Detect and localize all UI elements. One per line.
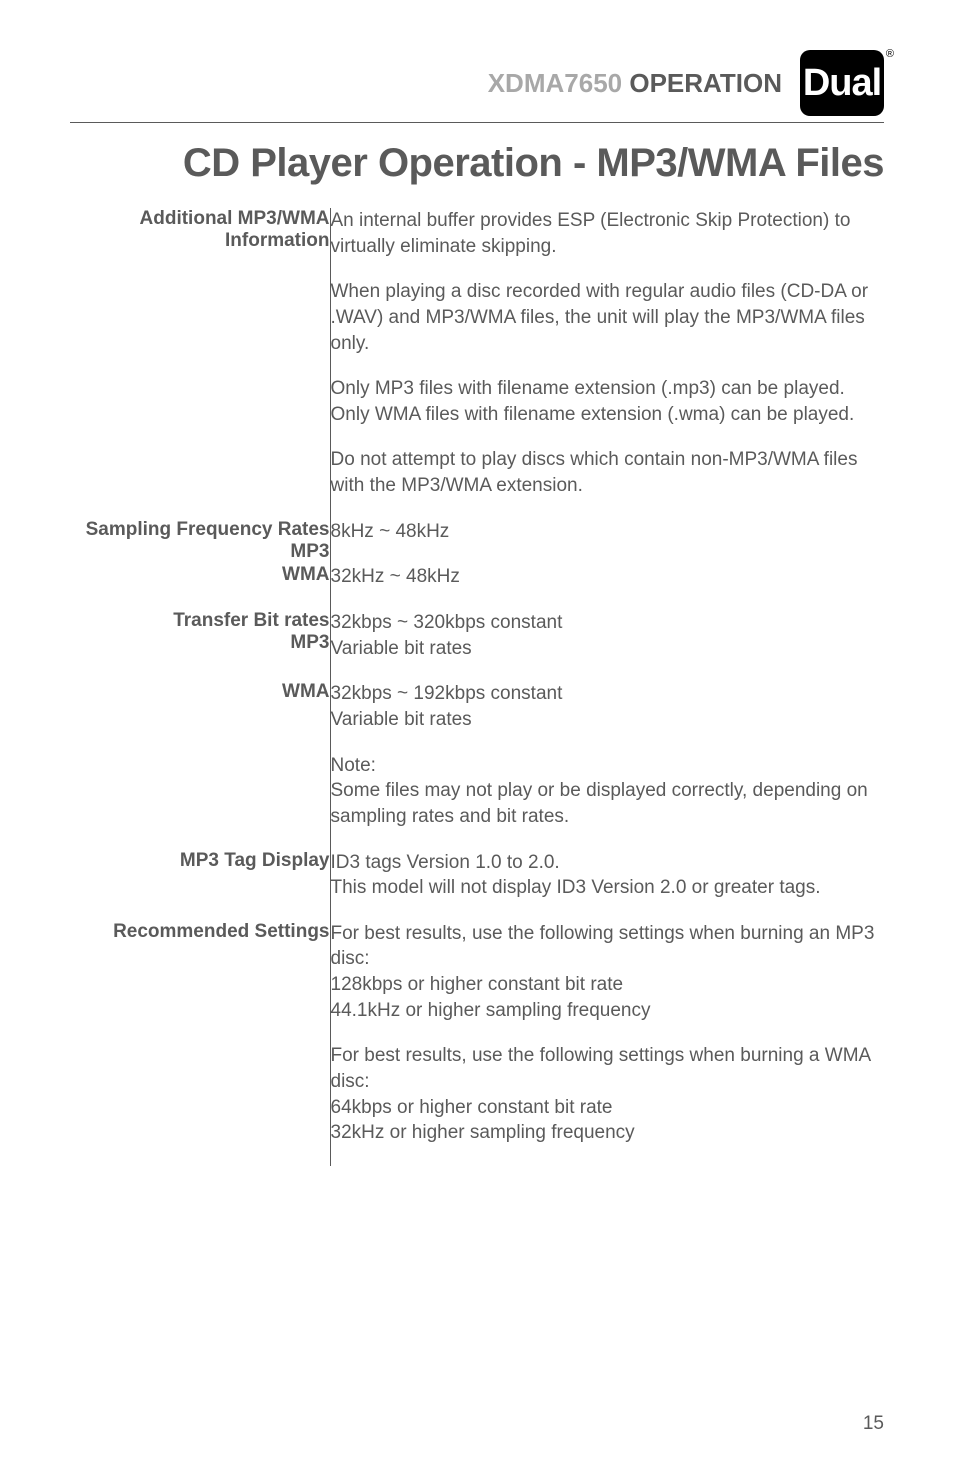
table-row: WMA32kbps ~ 192kbps constantVariable bit… [70, 681, 884, 849]
table-row: Recommended SettingsFor best results, us… [70, 921, 884, 1166]
row-label-line: MP3 Tag Display [70, 850, 330, 872]
row-label: Transfer Bit ratesMP3 [70, 610, 330, 681]
table-row: WMA32kHz ~ 48kHz [70, 564, 884, 610]
brand-logo-text: Dual [803, 62, 881, 105]
table-row: MP3 Tag DisplayID3 tags Version 1.0 to 2… [70, 850, 884, 921]
row-label: MP3 Tag Display [70, 850, 330, 921]
row-label-line: WMA [70, 564, 330, 586]
content-line: Do not attempt to play discs which conta… [331, 447, 885, 498]
content-line: 64kbps or higher constant bit rate [331, 1095, 885, 1121]
content-block: Only MP3 files with filename extension (… [331, 376, 885, 427]
row-label: WMA [70, 681, 330, 849]
row-label: Recommended Settings [70, 921, 330, 1166]
row-content: 32kHz ~ 48kHz [330, 564, 884, 610]
row-label: Additional MP3/WMA Information [70, 208, 330, 519]
header-section: OPERATION [629, 68, 782, 98]
content-block: Note:Some files may not play or be displ… [331, 753, 885, 830]
content-block: 32kbps ~ 192kbps constantVariable bit ra… [331, 681, 885, 732]
content-block: ID3 tags Version 1.0 to 2.0.This model w… [331, 850, 885, 901]
content-line: 32kbps ~ 192kbps constant [331, 681, 885, 707]
content-block: For best results, use the following sett… [331, 921, 885, 1024]
content-line: Some files may not play or be displayed … [331, 778, 885, 829]
content-line: Variable bit rates [331, 707, 885, 733]
content-line: This model will not display ID3 Version … [331, 875, 885, 901]
row-label: Sampling Frequency RatesMP3 [70, 519, 330, 565]
row-label-line: MP3 [70, 632, 330, 654]
brand-logo: Dual ® [800, 50, 884, 116]
content-line: 32kHz ~ 48kHz [331, 564, 885, 590]
row-label-line: Transfer Bit rates [70, 610, 330, 632]
row-label-line: Additional MP3/WMA Information [70, 208, 330, 252]
content-line: When playing a disc recorded with regula… [331, 279, 885, 356]
content-line: An internal buffer provides ESP (Electro… [331, 208, 885, 259]
header-model: XDMA7650 [488, 68, 622, 98]
content-line: 32kbps ~ 320kbps constant [331, 610, 885, 636]
header-text: XDMA7650 OPERATION [488, 68, 782, 99]
content-line: Note: [331, 753, 885, 779]
content-table: Additional MP3/WMA InformationAn interna… [70, 208, 884, 1166]
brand-logo-registered: ® [886, 48, 894, 60]
content-line: 8kHz ~ 48kHz [331, 519, 885, 545]
row-label-line: WMA [70, 681, 330, 703]
header-row: XDMA7650 OPERATION Dual ® [70, 50, 884, 116]
row-content: 32kbps ~ 192kbps constantVariable bit ra… [330, 681, 884, 849]
row-content: For best results, use the following sett… [330, 921, 884, 1166]
row-content: 32kbps ~ 320kbps constantVariable bit ra… [330, 610, 884, 681]
content-line: 128kbps or higher constant bit rate [331, 972, 885, 998]
content-line: For best results, use the following sett… [331, 921, 885, 972]
content-block: 32kbps ~ 320kbps constantVariable bit ra… [331, 610, 885, 661]
row-content: 8kHz ~ 48kHz [330, 519, 884, 565]
table-row: Sampling Frequency RatesMP38kHz ~ 48kHz [70, 519, 884, 565]
content-line: Only MP3 files with filename extension (… [331, 376, 885, 427]
page-title: CD Player Operation - MP3/WMA Files [70, 141, 884, 186]
content-block: Do not attempt to play discs which conta… [331, 447, 885, 498]
row-content: ID3 tags Version 1.0 to 2.0.This model w… [330, 850, 884, 921]
row-label-line: Sampling Frequency Rates [70, 519, 330, 541]
content-block: 8kHz ~ 48kHz [331, 519, 885, 545]
header-divider [70, 122, 884, 123]
table-row: Transfer Bit ratesMP332kbps ~ 320kbps co… [70, 610, 884, 681]
content-block: 32kHz ~ 48kHz [331, 564, 885, 590]
table-row: Additional MP3/WMA InformationAn interna… [70, 208, 884, 519]
content-line: 44.1kHz or higher sampling frequency [331, 998, 885, 1024]
content-line: 32kHz or higher sampling frequency [331, 1120, 885, 1146]
page-number: 15 [863, 1413, 884, 1435]
row-label: WMA [70, 564, 330, 610]
content-block: When playing a disc recorded with regula… [331, 279, 885, 356]
row-label-line: Recommended Settings [70, 921, 330, 943]
content-block: An internal buffer provides ESP (Electro… [331, 208, 885, 259]
content-block: For best results, use the following sett… [331, 1043, 885, 1146]
row-label-line: MP3 [70, 541, 330, 563]
row-content: An internal buffer provides ESP (Electro… [330, 208, 884, 519]
content-line: Variable bit rates [331, 636, 885, 662]
content-line: For best results, use the following sett… [331, 1043, 885, 1094]
content-line: ID3 tags Version 1.0 to 2.0. [331, 850, 885, 876]
